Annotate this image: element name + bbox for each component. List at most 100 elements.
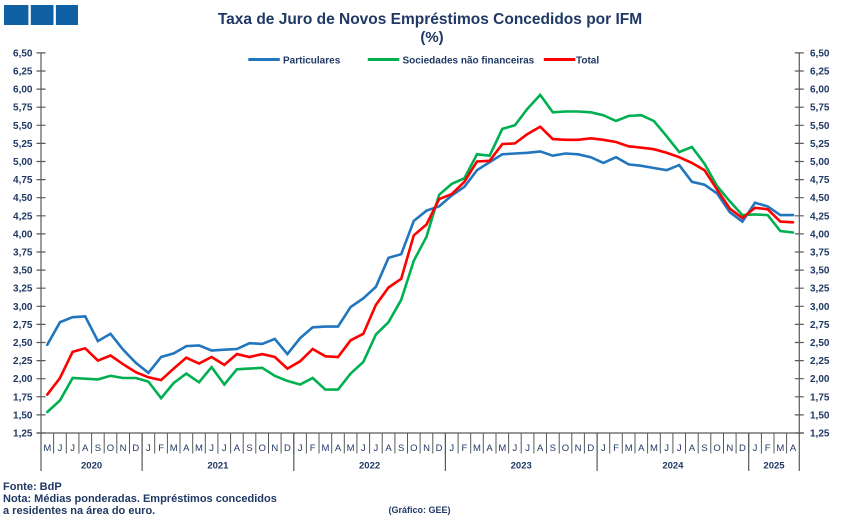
svg-text:N: N [120,443,127,454]
svg-text:A: A [537,443,544,454]
svg-text:4,25: 4,25 [13,211,33,222]
svg-text:D: D [132,443,139,454]
svg-text:2,75: 2,75 [810,320,830,331]
svg-text:J: J [209,443,214,454]
svg-text:D: D [587,443,594,454]
svg-text:J: J [753,443,758,454]
svg-text:N: N [726,443,733,454]
svg-text:3,00: 3,00 [13,302,33,313]
svg-text:2,25: 2,25 [810,356,830,367]
svg-text:M: M [776,443,784,454]
svg-text:D: D [436,443,443,454]
svg-text:Fonte: BdP: Fonte: BdP [3,481,62,493]
svg-text:A: A [234,443,241,454]
svg-text:M: M [170,443,178,454]
svg-text:2020: 2020 [81,461,102,472]
svg-text:4,25: 4,25 [810,211,830,222]
svg-text:J: J [664,443,669,454]
svg-text:(Gráfico: GEE): (Gráfico: GEE) [389,505,451,515]
svg-text:A: A [82,443,89,454]
svg-text:S: S [701,443,707,454]
svg-text:M: M [321,443,329,454]
svg-text:2021: 2021 [207,461,229,472]
svg-text:5,00: 5,00 [810,157,830,168]
svg-text:4,75: 4,75 [810,175,830,186]
svg-text:J: J [513,443,518,454]
svg-text:Particulares: Particulares [283,56,341,67]
svg-text:N: N [423,443,430,454]
svg-text:5,75: 5,75 [13,103,33,114]
svg-text:5,50: 5,50 [810,121,830,132]
svg-text:1,25: 1,25 [810,429,830,440]
svg-text:M: M [347,443,355,454]
svg-text:S: S [246,443,252,454]
svg-text:J: J [146,443,151,454]
svg-text:5,25: 5,25 [810,139,830,150]
svg-text:M: M [650,443,658,454]
svg-text:4,50: 4,50 [13,193,33,204]
svg-text:4,75: 4,75 [13,175,33,186]
svg-text:4,00: 4,00 [810,229,830,240]
svg-text:1,25: 1,25 [13,429,33,440]
svg-text:F: F [461,443,467,454]
svg-text:6,25: 6,25 [810,67,830,78]
svg-text:a residentes na área do euro.: a residentes na área do euro. [3,505,155,517]
svg-text:N: N [575,443,582,454]
svg-text:S: S [95,443,101,454]
svg-text:3,50: 3,50 [13,266,33,277]
svg-text:2025: 2025 [763,461,785,472]
svg-text:3,25: 3,25 [810,284,830,295]
svg-text:D: D [739,443,746,454]
svg-text:2023: 2023 [511,461,532,472]
svg-text:A: A [385,443,392,454]
svg-text:3,00: 3,00 [810,302,830,313]
svg-text:2,25: 2,25 [13,356,33,367]
svg-text:O: O [713,443,720,454]
svg-text:5,50: 5,50 [13,121,33,132]
svg-text:Sociedades não financeiras: Sociedades não financeiras [403,56,535,67]
svg-text:J: J [449,443,454,454]
svg-text:6,00: 6,00 [13,85,33,96]
svg-text:J: J [70,443,75,454]
svg-text:5,75: 5,75 [810,103,830,114]
svg-text:F: F [613,443,619,454]
svg-text:J: J [58,443,63,454]
svg-text:Nota: Médias ponderadas. Empré: Nota: Médias ponderadas. Empréstimos con… [3,493,277,505]
svg-text:A: A [183,443,190,454]
svg-text:2,00: 2,00 [810,374,830,385]
svg-text:3,75: 3,75 [810,248,830,259]
svg-text:J: J [601,443,606,454]
svg-text:J: J [222,443,227,454]
svg-text:6,50: 6,50 [810,48,830,59]
svg-text:Total: Total [576,56,599,67]
svg-text:5,00: 5,00 [13,157,33,168]
svg-text:O: O [562,443,569,454]
svg-text:2,50: 2,50 [13,338,33,349]
svg-text:4,50: 4,50 [810,193,830,204]
svg-text:M: M [498,443,506,454]
svg-text:2,00: 2,00 [13,374,33,385]
svg-text:F: F [765,443,771,454]
svg-text:J: J [677,443,682,454]
svg-text:A: A [335,443,342,454]
svg-text:4,00: 4,00 [13,229,33,240]
svg-text:1,50: 1,50 [13,410,33,421]
svg-text:2022: 2022 [359,461,380,472]
svg-text:5,25: 5,25 [13,139,33,150]
svg-text:A: A [486,443,493,454]
svg-text:3,25: 3,25 [13,284,33,295]
svg-text:1,75: 1,75 [810,392,830,403]
svg-text:S: S [398,443,404,454]
svg-text:S: S [550,443,556,454]
svg-text:F: F [310,443,316,454]
svg-text:M: M [195,443,203,454]
svg-text:1,75: 1,75 [13,392,33,403]
svg-text:2024: 2024 [662,461,684,472]
svg-text:A: A [689,443,696,454]
svg-text:M: M [625,443,633,454]
svg-text:1,50: 1,50 [810,410,830,421]
svg-text:J: J [525,443,530,454]
svg-text:O: O [259,443,266,454]
svg-text:J: J [361,443,366,454]
svg-text:6,00: 6,00 [810,85,830,96]
